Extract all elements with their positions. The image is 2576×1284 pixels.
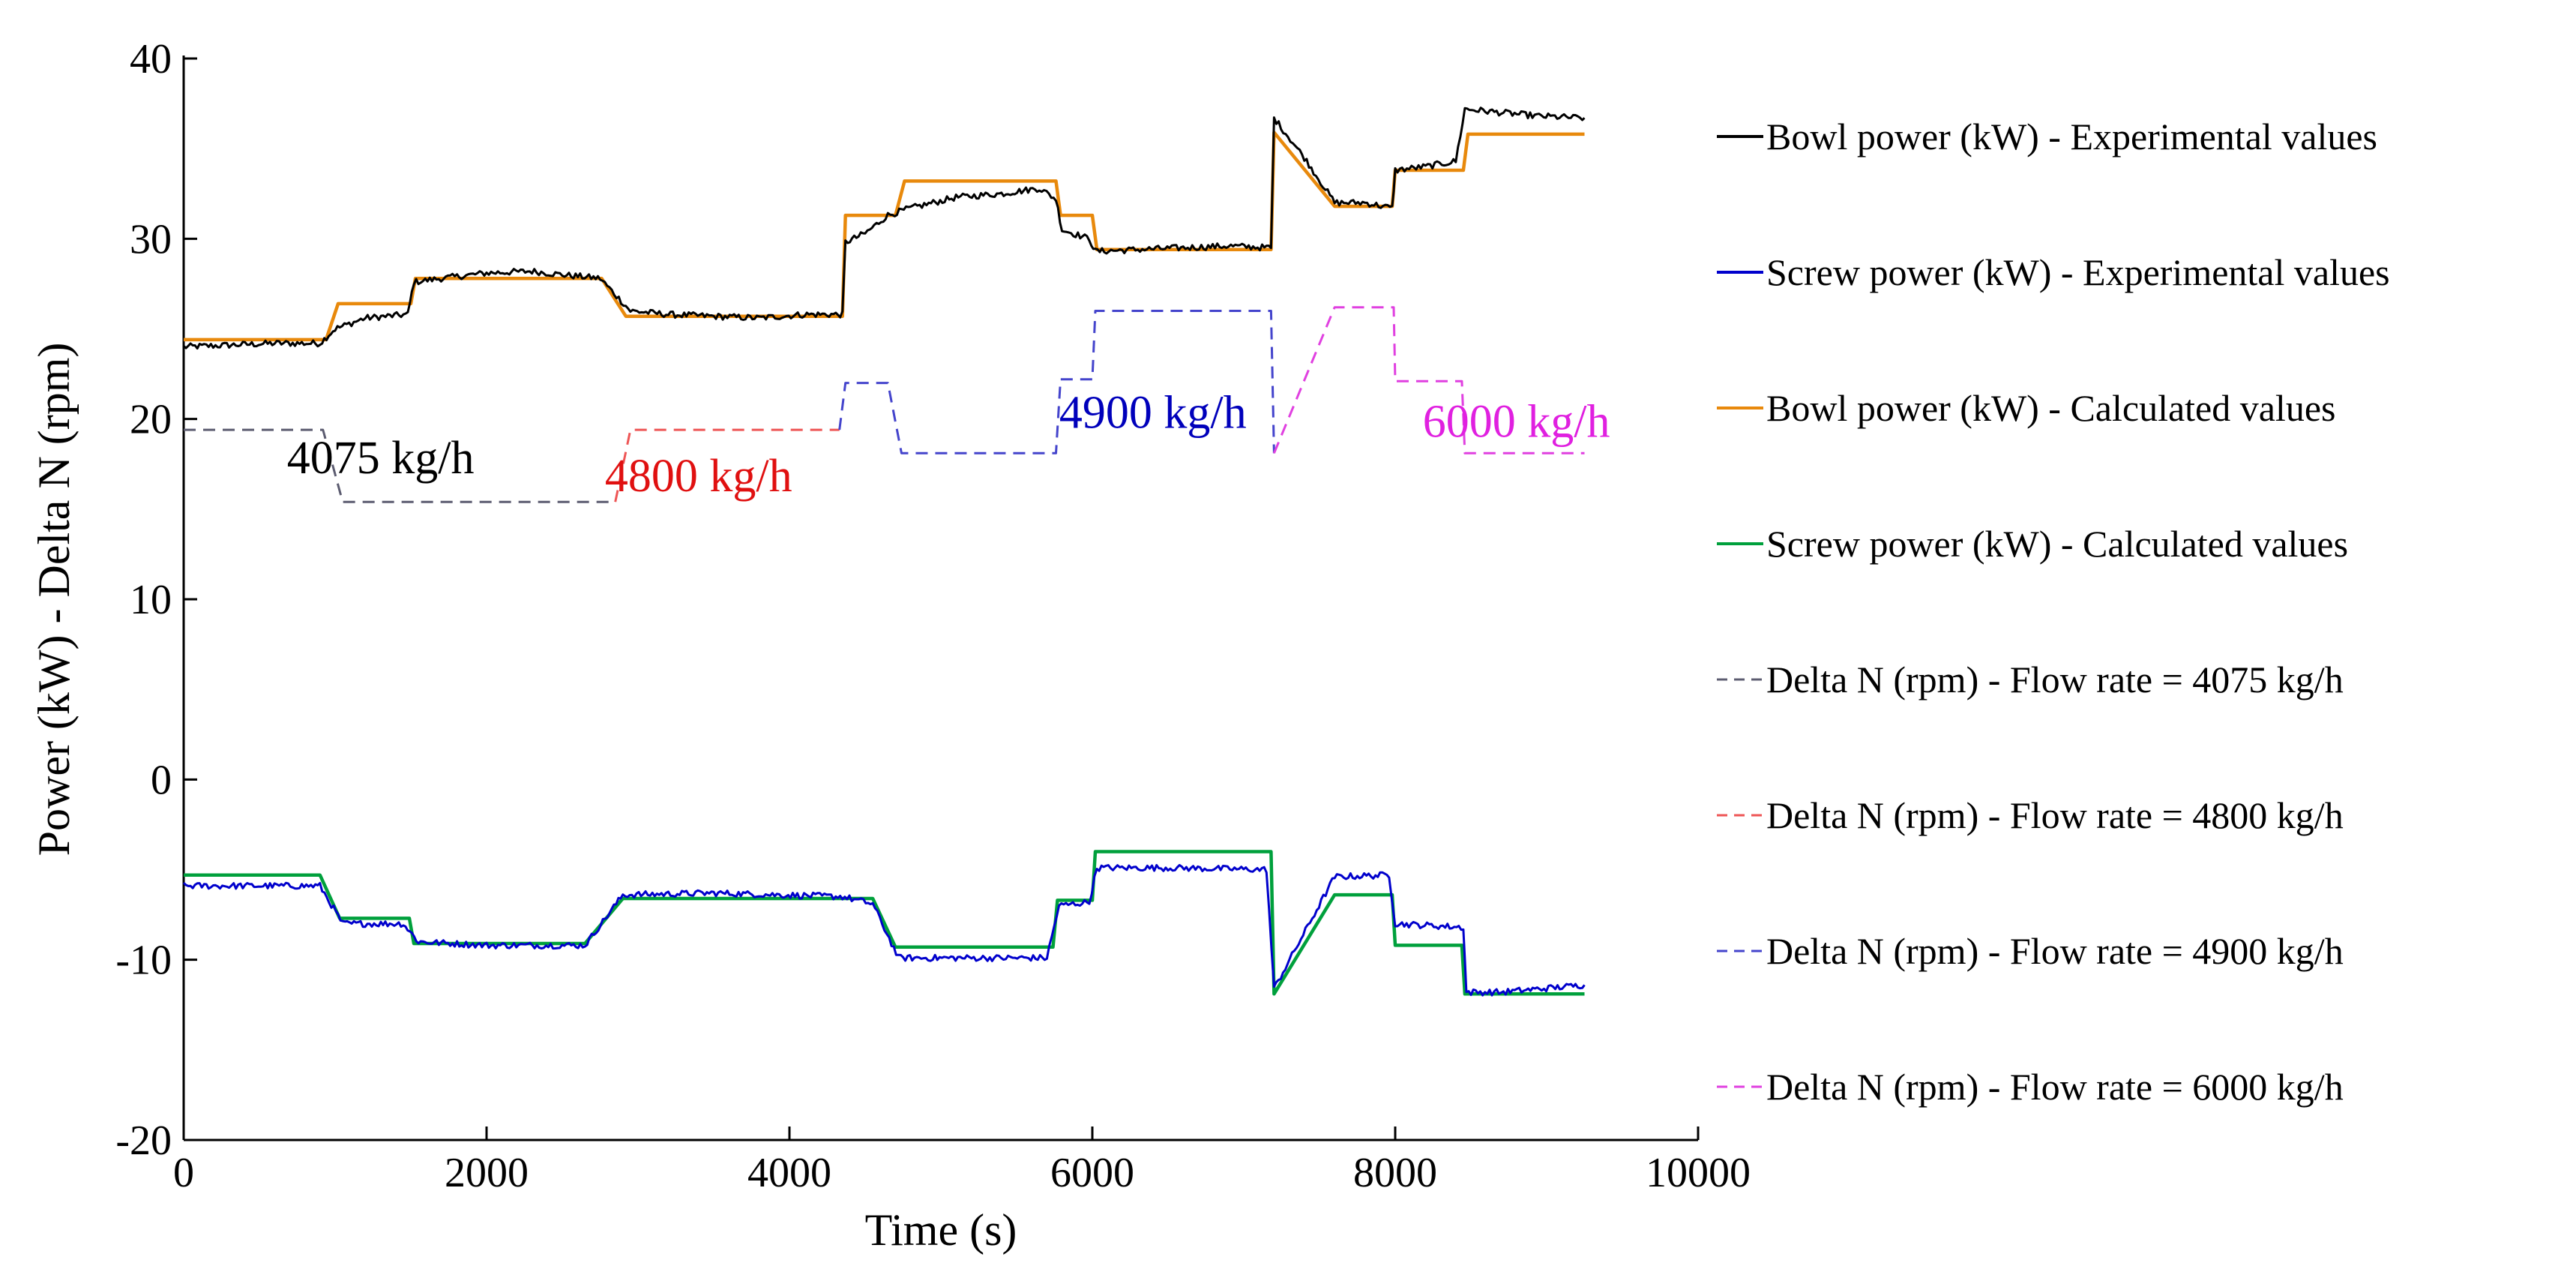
x-tick-label: 4000 [747, 1150, 831, 1196]
annotation-label: 6000 kg/h [1423, 397, 1610, 448]
x-axis-title: Time (s) [865, 1205, 1017, 1255]
legend-label: Delta N (rpm) - Flow rate = 6000 kg/h [1766, 1066, 2344, 1108]
series-line-5 [614, 428, 840, 502]
y-tick-label: -20 [115, 1118, 172, 1164]
y-tick-label: -10 [115, 938, 172, 984]
legend-label: Bowl power (kW) - Experimental values [1766, 116, 2377, 158]
annotation-label: 4900 kg/h [1059, 388, 1247, 439]
legend-label: Delta N (rpm) - Flow rate = 4075 kg/h [1766, 658, 2344, 700]
series-line-3 [184, 850, 1585, 996]
legend-label: Delta N (rpm) - Flow rate = 4900 kg/h [1766, 930, 2344, 972]
series-line-0 [182, 106, 1586, 350]
series-line-6 [838, 310, 1275, 454]
x-tick-label: 2000 [445, 1150, 529, 1196]
series-line-7 [1273, 306, 1585, 454]
series-line-1 [182, 864, 1586, 997]
axes: -20 -10 0 10 20 30 40 0 2000 4000 6000 8000 10000 Tim… [29, 36, 1751, 1255]
x-tick-label: 10000 [1646, 1150, 1751, 1196]
legend-label: Screw power (kW) - Calculated values [1766, 523, 2348, 565]
annotations-group: 4075 kg/h 4800 kg/h 4900 kg/h 6000 kg/h [287, 388, 1610, 502]
annotation-label: 4800 kg/h [605, 451, 792, 502]
legend-label: Bowl power (kW) - Calculated values [1766, 387, 2335, 429]
y-axis-title: Power (kW) - Delta N (rpm) [29, 343, 79, 856]
x-tick-label: 6000 [1050, 1150, 1134, 1196]
legend: Bowl power (kW) - Experimental values Scr… [1717, 116, 2390, 1108]
annotation-label: 4075 kg/h [287, 433, 475, 484]
series-group [182, 106, 1586, 997]
y-tick-label: 20 [130, 397, 172, 443]
y-tick-label: 0 [151, 757, 172, 803]
x-tick-label: 0 [173, 1150, 194, 1196]
y-tick-label: 10 [130, 577, 172, 623]
legend-label: Screw power (kW) - Experimental values [1766, 251, 2390, 293]
y-tick-label: 30 [130, 216, 172, 262]
y-tick-label: 40 [130, 36, 172, 82]
series-line-2 [184, 130, 1585, 342]
legend-label: Delta N (rpm) - Flow rate = 4800 kg/h [1766, 794, 2344, 836]
x-tick-label: 8000 [1353, 1150, 1437, 1196]
series-line-4 [184, 428, 616, 503]
